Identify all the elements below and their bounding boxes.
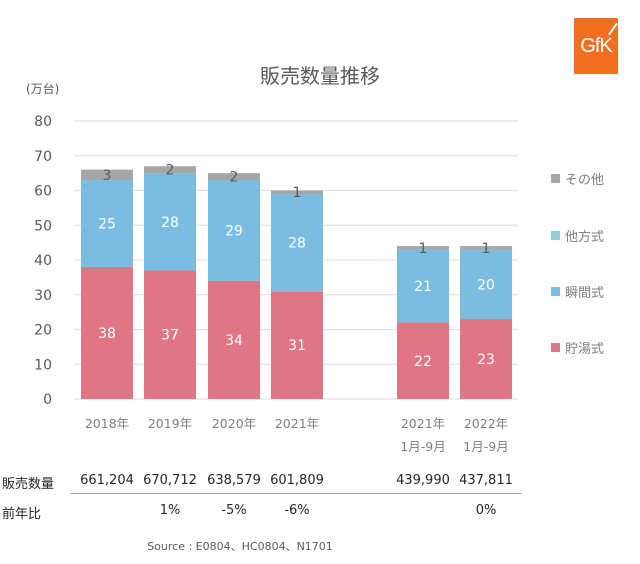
y-tick-label: 40 (34, 253, 52, 269)
bar-segment (81, 169, 133, 181)
source-note: Source : E0804、HC0804、N1701 (147, 540, 333, 553)
legend-item: 貯湯式 (551, 338, 604, 357)
bar-segment (81, 266, 133, 399)
table-row: 販売数量 661,204 670,712 638,579 601,809 439,990 4… (0, 473, 640, 493)
gfk-logo-text: GfK (580, 34, 612, 57)
table-cell: 638,579 (207, 473, 261, 488)
row-label: 販売数量 (2, 477, 55, 492)
data-label: 20 (477, 277, 495, 293)
data-label: 21 (414, 279, 432, 295)
data-label: 34 (225, 333, 243, 349)
data-label: 31 (288, 338, 306, 354)
data-label: 1 (419, 241, 428, 257)
bar-segment (208, 280, 260, 399)
data-label: 29 (225, 223, 243, 239)
data-label: 2 (230, 170, 239, 186)
bar-segment (144, 270, 196, 399)
bar-segment (208, 173, 260, 181)
table-cell: 661,204 (80, 473, 134, 488)
legend-item: 瞬間式 (551, 282, 604, 301)
y-tick-label: 0 (43, 392, 52, 408)
x-tick-label: 2020年 (212, 416, 256, 431)
y-tick-label: 60 (34, 184, 52, 200)
y-tick-label: 70 (34, 149, 52, 165)
gfk-logo: GfK (574, 18, 618, 74)
bar-segment (460, 246, 512, 250)
table-divider (70, 493, 522, 494)
data-label: 28 (288, 236, 306, 252)
x-tick-label: 2021年 (401, 416, 445, 431)
data-label: 3 (103, 168, 112, 184)
data-label: 1 (482, 241, 491, 257)
table-cell: 437,811 (459, 473, 513, 488)
table-cell: 0% (475, 503, 497, 518)
bar-segment (144, 166, 196, 174)
data-label: 23 (477, 352, 495, 368)
y-axis-unit-label: (万台) (26, 82, 60, 96)
bar-segment (271, 190, 323, 194)
x-tick-label: 2019年 (148, 416, 192, 431)
data-label: 22 (414, 354, 432, 370)
y-tick-label: 30 (34, 288, 52, 304)
bar-segment (460, 319, 512, 399)
data-label: 37 (161, 328, 179, 344)
table-cell: 601,809 (270, 473, 324, 488)
legend-label: その他 (565, 173, 605, 188)
legend-label: 貯湯式 (565, 342, 605, 357)
data-label: 28 (161, 215, 179, 231)
table-cell: 439,990 (396, 473, 450, 488)
x-tick-label: 1月-9月 (463, 439, 508, 454)
bar-segment (397, 322, 449, 399)
table-cell: 1% (159, 503, 181, 518)
bar-segment (271, 291, 323, 399)
row-label: 前年比 (2, 507, 42, 522)
legend-label: 他方式 (565, 230, 605, 245)
bar-segment (81, 180, 133, 267)
stacked-bar-chart: 0 10 20 30 40 50 60 70 80 38 25 3 2018年 37 28 2 2019年 34 2… (34, 114, 518, 454)
bar-segment (144, 173, 196, 271)
legend-swatch (551, 343, 560, 352)
y-tick-label: 80 (34, 114, 52, 130)
legend-label: 瞬間式 (565, 286, 605, 301)
legend-item: その他 (551, 169, 604, 188)
table-cell: -5% (221, 503, 247, 518)
bar-segment (208, 180, 260, 281)
bar-segment (271, 193, 323, 292)
legend-item: 他方式 (551, 226, 604, 245)
x-tick-label: 2021年 (275, 416, 319, 431)
x-tick-label: 1月-9月 (400, 439, 445, 454)
table-cell: -6% (284, 503, 310, 518)
data-label: 38 (98, 326, 116, 342)
x-tick-label: 2022年 (464, 416, 508, 431)
legend-swatch (551, 174, 560, 183)
data-label: 1 (293, 185, 302, 201)
bar-segment (460, 249, 512, 320)
y-tick-label: 10 (34, 357, 52, 373)
chart-title: 販売数量推移 (260, 64, 380, 88)
y-tick-label: 50 (34, 218, 52, 234)
data-label: 25 (98, 217, 116, 233)
legend-swatch (551, 287, 560, 296)
bar-segment (397, 246, 449, 250)
x-tick-label: 2018年 (85, 416, 129, 431)
y-tick-label: 20 (34, 323, 52, 339)
bar-segment (397, 249, 449, 323)
table-row: 前年比 1% -5% -6% 0% (0, 503, 640, 523)
legend-swatch (551, 231, 560, 240)
data-label: 2 (166, 163, 175, 179)
table-cell: 670,712 (143, 473, 197, 488)
